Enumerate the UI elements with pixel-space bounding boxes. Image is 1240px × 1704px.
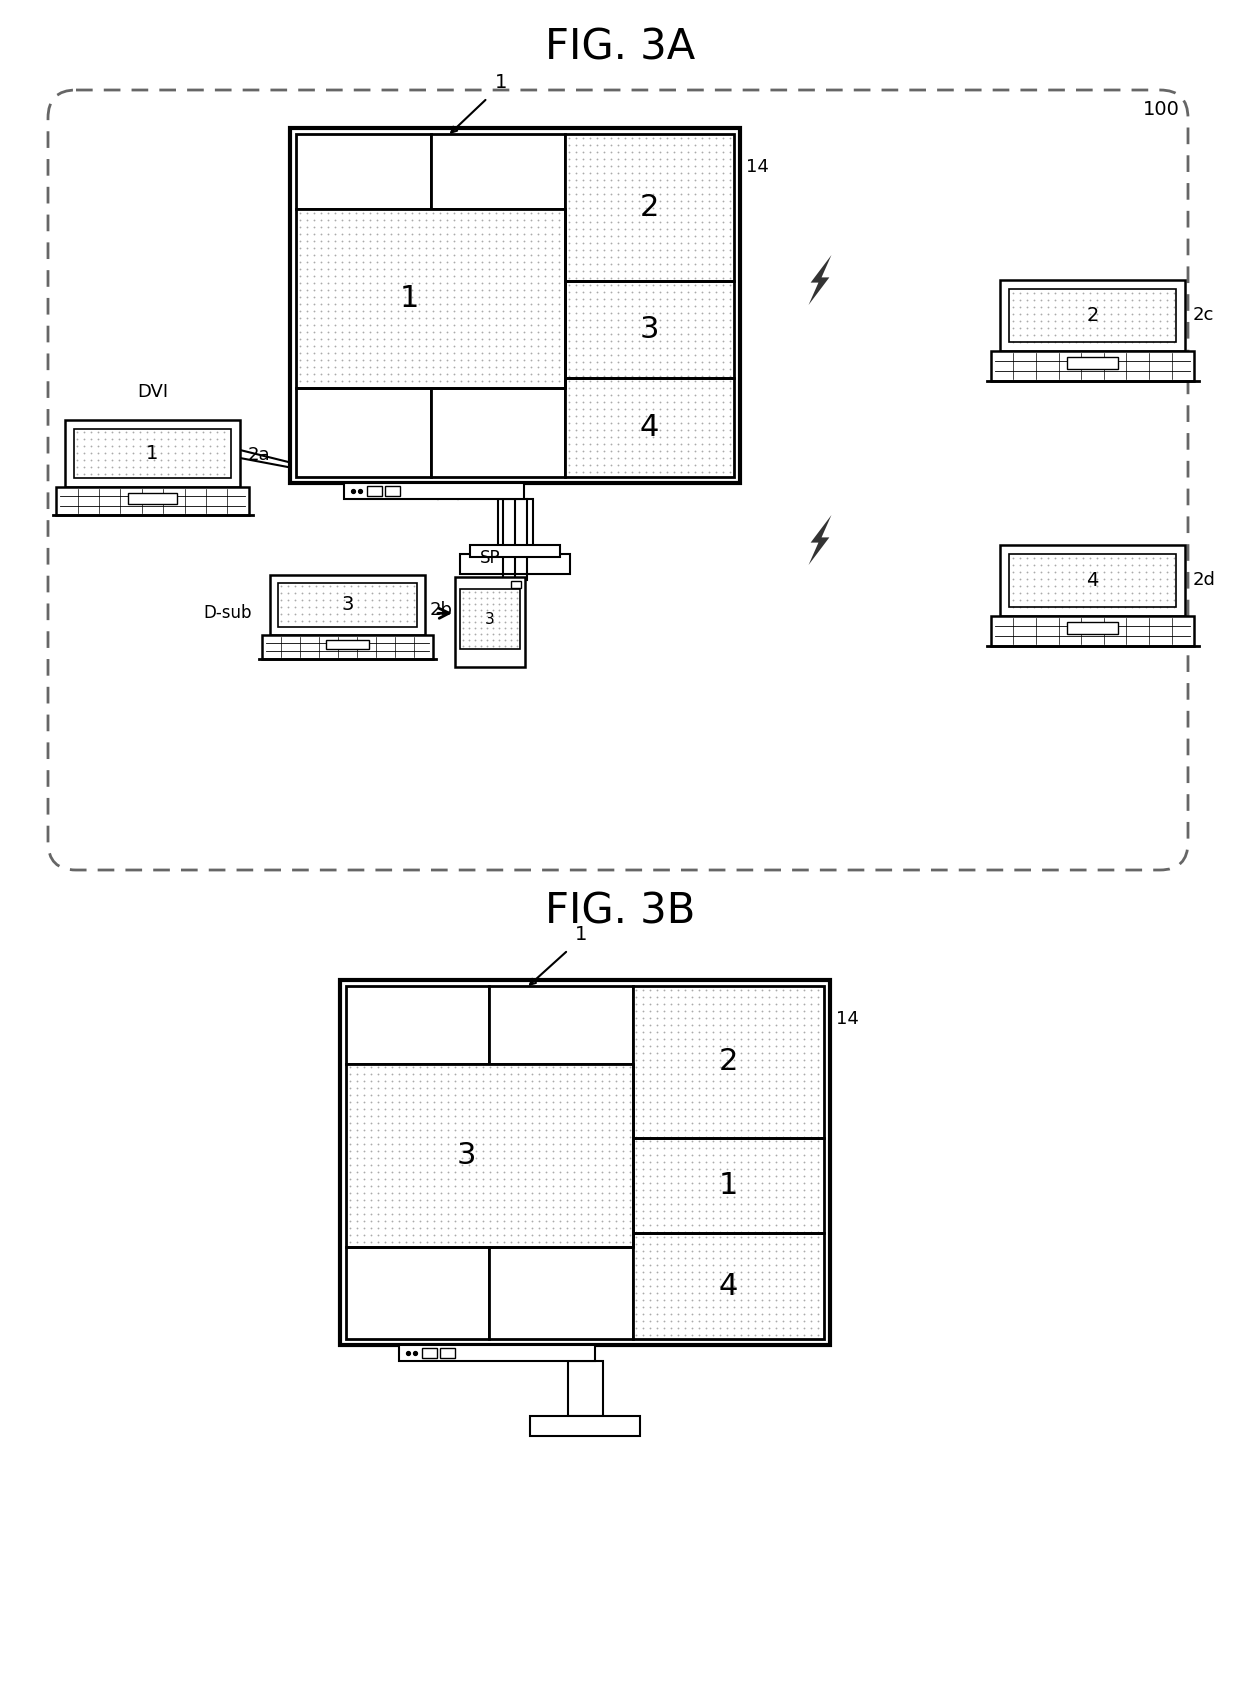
Bar	[632, 987, 825, 1138]
Text: 2d: 2d	[1193, 571, 1216, 590]
Bar	[346, 987, 490, 1063]
Bar	[632, 1234, 825, 1339]
Bar	[399, 1344, 595, 1361]
Polygon shape	[808, 515, 832, 566]
Polygon shape	[808, 256, 832, 305]
Bar	[460, 554, 570, 574]
Bar	[422, 1348, 436, 1358]
Bar	[1009, 290, 1176, 343]
Bar	[565, 378, 734, 477]
Bar	[73, 429, 231, 479]
Bar	[1009, 290, 1176, 343]
Bar	[460, 590, 520, 649]
Text: 2c: 2c	[1193, 307, 1214, 324]
Text: 14: 14	[746, 158, 769, 176]
Text: FIG. 3A: FIG. 3A	[544, 27, 696, 68]
Bar	[440, 1348, 455, 1358]
Bar	[56, 487, 249, 515]
Bar	[632, 1138, 825, 1234]
Text: 100: 100	[1143, 101, 1180, 119]
Bar	[497, 499, 532, 554]
Bar	[565, 281, 734, 378]
Text: 2: 2	[1086, 307, 1099, 325]
Bar	[129, 492, 176, 504]
Text: 1: 1	[146, 445, 159, 463]
Bar	[568, 1361, 603, 1416]
Bar	[999, 545, 1185, 617]
Bar	[326, 639, 368, 649]
Bar	[1009, 554, 1176, 607]
Bar	[346, 1247, 490, 1339]
Text: 3: 3	[485, 612, 495, 627]
Bar	[262, 634, 433, 659]
Bar	[1009, 554, 1176, 607]
Text: D-sub: D-sub	[203, 605, 252, 622]
Bar	[632, 1234, 825, 1339]
Bar	[278, 583, 417, 627]
Bar	[430, 389, 565, 477]
Bar	[384, 486, 401, 496]
Text: 2b: 2b	[430, 602, 453, 619]
Bar	[296, 210, 565, 389]
Bar	[460, 590, 520, 649]
Bar	[490, 987, 632, 1063]
Text: 4: 4	[719, 1271, 738, 1300]
Bar	[346, 1063, 632, 1247]
Bar	[296, 389, 430, 477]
Bar	[343, 482, 525, 499]
Bar	[64, 419, 241, 487]
Text: 1: 1	[719, 1171, 738, 1200]
Bar	[296, 210, 565, 389]
Bar	[511, 581, 521, 588]
Bar	[455, 578, 525, 666]
Text: 1: 1	[399, 285, 419, 314]
Text: 4: 4	[640, 412, 660, 441]
Bar	[565, 378, 734, 477]
Bar	[296, 135, 430, 210]
Text: 1: 1	[495, 73, 507, 92]
Bar	[991, 351, 1194, 382]
Bar	[529, 1416, 640, 1436]
Bar	[340, 980, 830, 1344]
Bar	[470, 545, 560, 557]
Bar	[1068, 358, 1118, 370]
Bar	[632, 1138, 825, 1234]
Bar	[565, 135, 734, 281]
Bar	[565, 135, 734, 281]
Text: 3: 3	[456, 1142, 476, 1171]
Bar	[565, 281, 734, 378]
Text: 2: 2	[719, 1048, 738, 1077]
Text: 4: 4	[1086, 571, 1099, 590]
Bar	[430, 135, 565, 210]
Text: 1: 1	[575, 925, 588, 944]
Bar	[290, 128, 740, 482]
Bar	[490, 1247, 632, 1339]
Text: 2: 2	[640, 193, 660, 222]
Text: 14: 14	[836, 1010, 859, 1028]
Bar	[346, 1063, 632, 1247]
Bar	[999, 279, 1185, 351]
Text: DVI: DVI	[136, 383, 169, 400]
Text: SP: SP	[480, 549, 500, 567]
Text: 3: 3	[341, 595, 353, 613]
Text: 2a: 2a	[248, 446, 270, 463]
Text: 3: 3	[640, 315, 660, 344]
Bar	[991, 617, 1194, 646]
Bar	[73, 429, 231, 479]
Bar	[270, 574, 425, 634]
Text: FIG. 3B: FIG. 3B	[544, 891, 696, 934]
Bar	[367, 486, 382, 496]
Bar	[1068, 622, 1118, 634]
Bar	[632, 987, 825, 1138]
Bar	[278, 583, 417, 627]
